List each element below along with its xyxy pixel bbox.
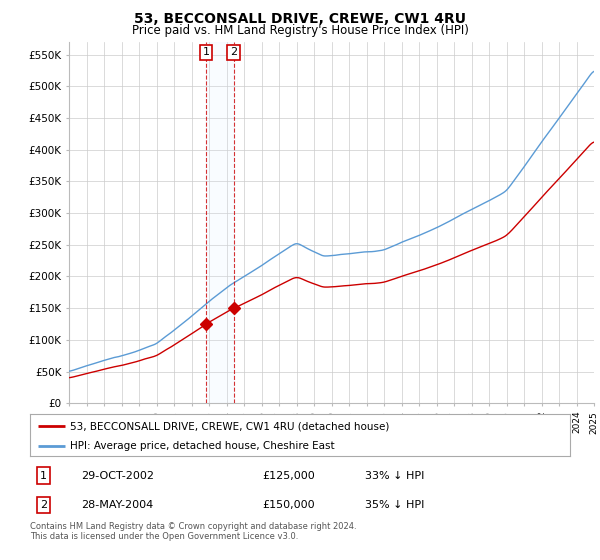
Text: Price paid vs. HM Land Registry's House Price Index (HPI): Price paid vs. HM Land Registry's House … [131,24,469,37]
Text: £150,000: £150,000 [262,500,315,510]
Text: 53, BECCONSALL DRIVE, CREWE, CW1 4RU (detached house): 53, BECCONSALL DRIVE, CREWE, CW1 4RU (de… [71,421,390,431]
Text: 28-MAY-2004: 28-MAY-2004 [82,500,154,510]
Text: £125,000: £125,000 [262,470,315,480]
Text: 53, BECCONSALL DRIVE, CREWE, CW1 4RU: 53, BECCONSALL DRIVE, CREWE, CW1 4RU [134,12,466,26]
Text: 33% ↓ HPI: 33% ↓ HPI [365,470,424,480]
Text: 2: 2 [230,48,237,58]
Text: Contains HM Land Registry data © Crown copyright and database right 2024.
This d: Contains HM Land Registry data © Crown c… [30,522,356,542]
Text: 1: 1 [40,470,47,480]
Text: HPI: Average price, detached house, Cheshire East: HPI: Average price, detached house, Ches… [71,441,335,451]
Text: 2: 2 [40,500,47,510]
Text: 35% ↓ HPI: 35% ↓ HPI [365,500,424,510]
Bar [206,42,233,403]
Text: 1: 1 [203,48,209,58]
Text: 29-OCT-2002: 29-OCT-2002 [82,470,154,480]
